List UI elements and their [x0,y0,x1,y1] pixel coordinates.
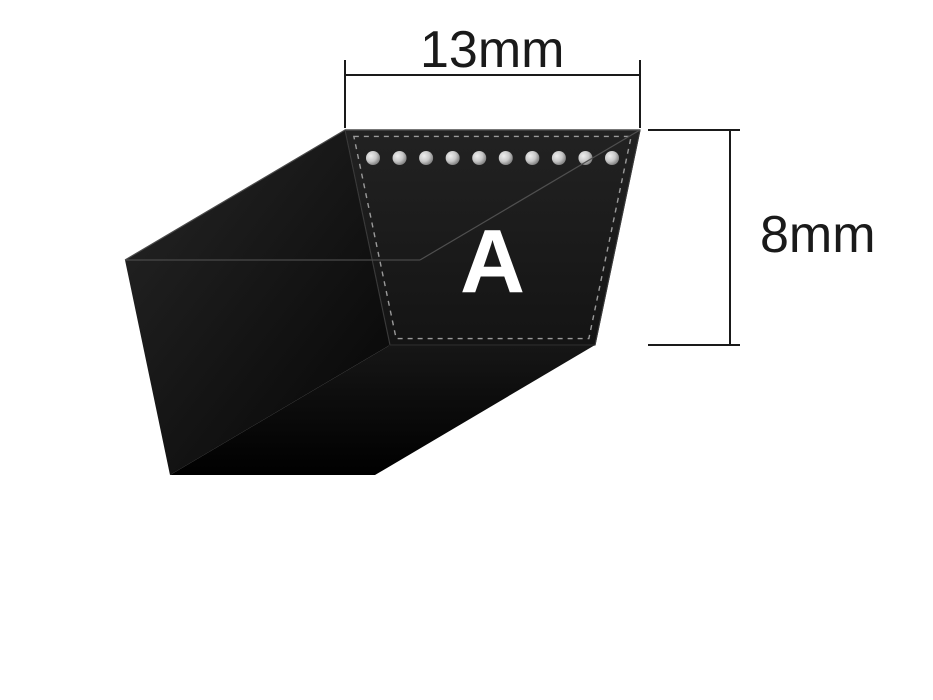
belt-cord-dot [446,151,460,165]
belt-cord-dot [499,151,513,165]
height-dimension-label: 8mm [760,205,876,265]
belt-cord-dot [605,151,619,165]
belt-cord-dot [419,151,433,165]
width-dimension-label: 13mm [420,20,564,80]
belt-cord-dot [366,151,380,165]
belt-cord-dot [525,151,539,165]
belt-diagram-svg: A [0,0,933,700]
belt-cord-dot [393,151,407,165]
belt-cord-dot [552,151,566,165]
belt-cord-dot [472,151,486,165]
section-letter: A [460,213,525,313]
diagram-stage: A 13mm 8mm [0,0,933,700]
